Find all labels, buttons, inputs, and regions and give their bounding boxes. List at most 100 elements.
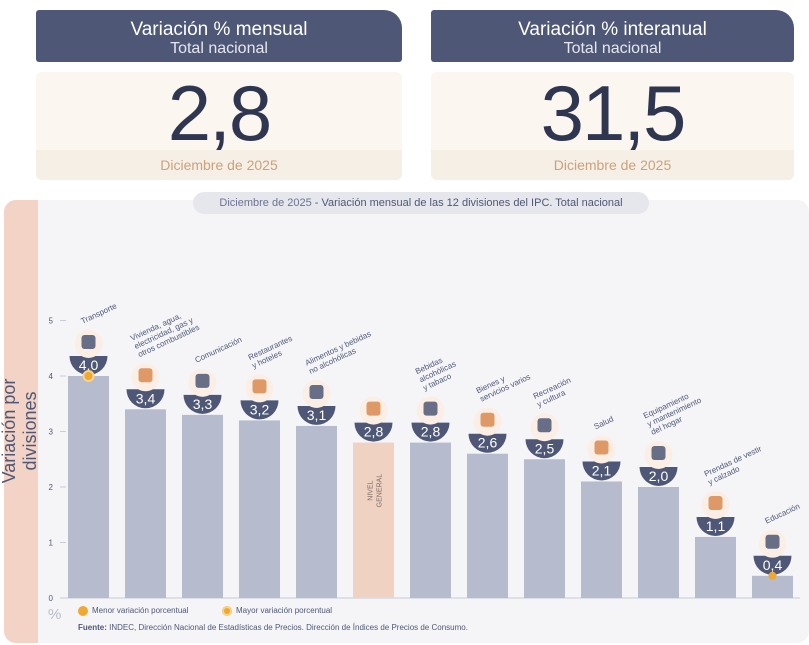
value-badge xyxy=(696,516,735,536)
y-tick-label: 3 xyxy=(49,428,54,437)
value-label: 2,0 xyxy=(649,468,669,484)
value-label: 3,3 xyxy=(193,396,213,412)
legend-max: Mayor variación porcentual xyxy=(222,606,332,616)
source-label: Fuente: xyxy=(78,623,107,632)
bar xyxy=(467,453,508,598)
value-label: 3,4 xyxy=(136,390,156,406)
chart-sidebar xyxy=(4,200,38,643)
value-badge xyxy=(639,467,678,486)
bar xyxy=(239,420,280,598)
monthly-card-body: 2,8 Diciembre de 2025 xyxy=(36,72,402,180)
value-badge xyxy=(468,433,507,453)
category-label: Recreacióny cultura xyxy=(532,376,576,409)
value-label: 3,1 xyxy=(307,407,327,423)
bar xyxy=(695,536,736,598)
value-badge xyxy=(240,400,279,420)
legend-min-dot xyxy=(78,606,88,616)
value-badge xyxy=(69,356,108,375)
category-label: Restaurantesy hoteles xyxy=(247,334,298,370)
min-marker xyxy=(768,571,777,580)
y-unit-label: % xyxy=(48,606,62,623)
notebook-icon xyxy=(758,529,787,558)
value-label: 2,8 xyxy=(364,424,384,440)
chart-subtitle: Diciembre de 2025 - Variación mensual de… xyxy=(193,192,649,214)
ac-unit-icon xyxy=(644,441,673,469)
value-label: 3,2 xyxy=(250,401,270,417)
value-label: 2,5 xyxy=(535,440,555,456)
bar xyxy=(125,409,166,598)
source-text: INDEC, Dirección Nacional de Estadística… xyxy=(106,623,468,632)
general-bar-label: NIVEL GENERAL xyxy=(368,474,384,508)
chart-subtitle-text: - Variación mensual de las 12 divisiones… xyxy=(311,197,623,209)
value-label: 2,6 xyxy=(478,435,498,451)
value-badge xyxy=(183,394,222,414)
bar xyxy=(581,481,622,598)
bar xyxy=(638,487,679,598)
legend-min-label: Menor variación porcentual xyxy=(92,606,189,616)
legend-min: Menor variación porcentual xyxy=(78,606,189,616)
monthly-card-header: Variación % mensual Total nacional xyxy=(36,10,402,62)
legend-max-dot xyxy=(222,606,232,616)
value-label: 2,8 xyxy=(421,424,441,440)
monthly-date: Diciembre de 2025 xyxy=(36,150,402,180)
monthly-card-title: Variación % mensual xyxy=(130,19,308,40)
bar xyxy=(410,442,451,598)
yearly-card-title: Variación % interanual xyxy=(518,19,707,40)
value-badge xyxy=(411,422,450,442)
value-badge xyxy=(126,389,165,409)
yearly-value: 31,5 xyxy=(540,69,687,157)
yearly-card-subtitle: Total nacional xyxy=(563,40,662,57)
max-marker xyxy=(82,370,95,382)
monthly-value: 2,8 xyxy=(167,69,272,157)
comb-icon xyxy=(473,407,502,436)
value-badge xyxy=(582,461,621,481)
source-note: Fuente: INDEC, Dirección Nacional de Est… xyxy=(78,623,468,632)
bar xyxy=(353,442,394,598)
bar xyxy=(182,414,223,598)
legend-max-label: Mayor variación porcentual xyxy=(236,606,333,616)
category-label: Educación xyxy=(764,502,802,526)
bar xyxy=(524,459,565,598)
phone-icon xyxy=(188,368,217,397)
category-label: Salud xyxy=(593,414,615,431)
category-label: Prendas de vestiry calzado xyxy=(703,444,767,487)
medical-icon xyxy=(587,435,616,464)
y-tick-label: 2 xyxy=(49,483,54,492)
value-badge xyxy=(525,439,564,459)
chart-subtitle-date: Diciembre de 2025 xyxy=(219,197,312,209)
bus-icon xyxy=(74,330,103,358)
value-label: 0,4 xyxy=(763,557,783,573)
umbrella-icon xyxy=(530,413,559,442)
value-label: 1,1 xyxy=(706,518,726,534)
faucet-bulb-icon xyxy=(131,363,160,392)
value-badge xyxy=(753,555,792,575)
bar xyxy=(752,575,793,598)
bar xyxy=(296,425,337,598)
value-badge xyxy=(297,405,336,425)
value-badge xyxy=(354,422,393,442)
value-label: 4,0 xyxy=(79,357,99,373)
category-label: Bienes yservicios varios xyxy=(475,364,532,403)
yearly-card-body: 31,5 Diciembre de 2025 xyxy=(431,72,794,180)
bar xyxy=(68,376,109,598)
dining-icon xyxy=(245,374,274,403)
y-tick-label: 0 xyxy=(49,594,54,603)
category-label: Comunicación xyxy=(194,335,244,365)
yearly-date: Diciembre de 2025 xyxy=(431,150,794,180)
yearly-card-header: Variación % interanual Total nacional xyxy=(431,10,794,62)
y-tick-label: 5 xyxy=(49,317,54,326)
shirt-icon xyxy=(701,490,730,519)
food-icon xyxy=(302,379,331,408)
y-tick-label: 1 xyxy=(49,539,54,548)
category-label: Transporte xyxy=(80,301,119,326)
monthly-card-subtitle: Total nacional xyxy=(170,40,268,57)
category-label: Bebidasalcohólicasy tabaco xyxy=(414,351,461,392)
value-label: 2,1 xyxy=(592,462,612,478)
category-label: Alimentos y bebidasno alcohólicas xyxy=(304,329,376,376)
category-label: Equipamientoy mantenimientodel hogar xyxy=(642,387,707,437)
basket-icon xyxy=(359,396,388,425)
drinks-icon xyxy=(416,396,445,425)
category-label: Vivienda, agua,electricidad, gas yotros … xyxy=(129,306,201,359)
y-tick-label: 4 xyxy=(49,372,54,381)
